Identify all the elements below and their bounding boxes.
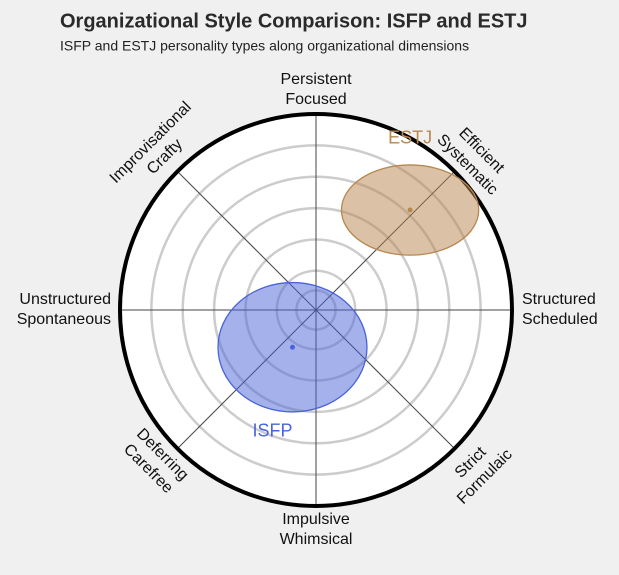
- dimension-label-line: Whimsical: [280, 531, 353, 548]
- type-center: [289, 344, 295, 350]
- dimension-label-line: Focused: [285, 91, 346, 108]
- dimension-label: Impulsive Whimsical: [280, 511, 353, 548]
- type-label: ISFP: [252, 421, 292, 441]
- dimension-label-line: Scheduled: [522, 311, 598, 328]
- type-center: [407, 207, 413, 213]
- dimension-label-line: Impulsive: [282, 511, 350, 528]
- dimension-label-line: Unstructured: [19, 291, 111, 308]
- chart-title: Organizational Style Comparison: ISFP an…: [60, 10, 528, 32]
- dimension-label-line: Structured: [522, 291, 596, 308]
- chart-subtitle: ISFP and ESTJ personality types along or…: [60, 38, 469, 54]
- dimension-label-line: Persistent: [280, 71, 352, 88]
- dimension-label: Persistent Focused: [280, 71, 352, 108]
- dimension-label: Unstructured Spontaneous: [17, 291, 111, 328]
- outer-ring: [118, 112, 514, 508]
- dimension-label: Structured Scheduled: [522, 291, 598, 328]
- dimension-label-line: Spontaneous: [17, 311, 111, 328]
- type-label: ESTJ: [388, 128, 432, 148]
